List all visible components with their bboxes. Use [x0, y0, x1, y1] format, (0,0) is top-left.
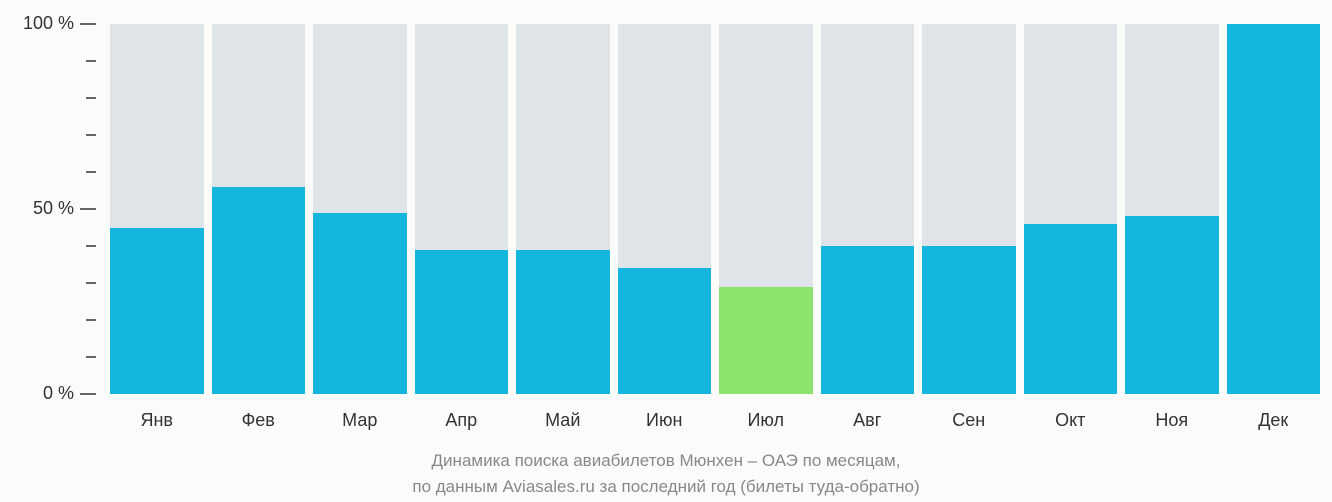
bar: [415, 250, 509, 394]
month-label: Май: [516, 410, 610, 431]
y-tick-minor: [86, 356, 96, 358]
bar: [212, 187, 306, 394]
bar-column: Июл: [719, 24, 813, 394]
y-tick-dash: [80, 393, 96, 395]
y-tick-minor: [86, 282, 96, 284]
bar: [1227, 24, 1321, 394]
month-label: Ноя: [1125, 410, 1219, 431]
y-tick-minor: [86, 60, 96, 62]
month-label: Дек: [1227, 410, 1321, 431]
y-tick-dash: [80, 23, 96, 25]
bar: [313, 213, 407, 394]
bar: [618, 268, 712, 394]
bar: [922, 246, 1016, 394]
bar: [1024, 224, 1118, 394]
bar: [110, 228, 204, 395]
chart-caption: Динамика поиска авиабилетов Мюнхен – ОАЭ…: [0, 448, 1332, 499]
caption-line1: Динамика поиска авиабилетов Мюнхен – ОАЭ…: [432, 451, 901, 470]
y-tick-minor: [86, 245, 96, 247]
bar-column: Янв: [110, 24, 204, 394]
month-label: Сен: [922, 410, 1016, 431]
month-label: Мар: [313, 410, 407, 431]
y-tick-label: 0 %: [43, 383, 74, 404]
bar-column: Авг: [821, 24, 915, 394]
bar-column: Ноя: [1125, 24, 1219, 394]
y-tick-minor: [86, 97, 96, 99]
month-label: Июл: [719, 410, 813, 431]
y-tick-label: 100 %: [23, 13, 74, 34]
bar: [719, 287, 813, 394]
bar-column: Мар: [313, 24, 407, 394]
bar-column: Июн: [618, 24, 712, 394]
y-tick-minor: [86, 171, 96, 173]
month-label: Апр: [415, 410, 509, 431]
caption-line2: по данным Aviasales.ru за последний год …: [412, 477, 919, 496]
bar-column: Сен: [922, 24, 1016, 394]
month-label: Июн: [618, 410, 712, 431]
search-dynamics-chart: 0 %50 %100 % ЯнвФевМарАпрМайИюнИюлАвгСен…: [0, 0, 1332, 502]
month-label: Авг: [821, 410, 915, 431]
bar: [821, 246, 915, 394]
plot-area: ЯнвФевМарАпрМайИюнИюлАвгСенОктНояДек: [110, 24, 1320, 394]
bar: [516, 250, 610, 394]
y-tick-label: 50 %: [33, 198, 74, 219]
month-label: Фев: [212, 410, 306, 431]
bar-column: Май: [516, 24, 610, 394]
bar-column: Апр: [415, 24, 509, 394]
bar: [1125, 216, 1219, 394]
bar-column: Дек: [1227, 24, 1321, 394]
month-label: Окт: [1024, 410, 1118, 431]
month-label: Янв: [110, 410, 204, 431]
bar-column: Окт: [1024, 24, 1118, 394]
y-tick-minor: [86, 134, 96, 136]
bar-column: Фев: [212, 24, 306, 394]
y-tick-minor: [86, 319, 96, 321]
y-tick-dash: [80, 208, 96, 210]
